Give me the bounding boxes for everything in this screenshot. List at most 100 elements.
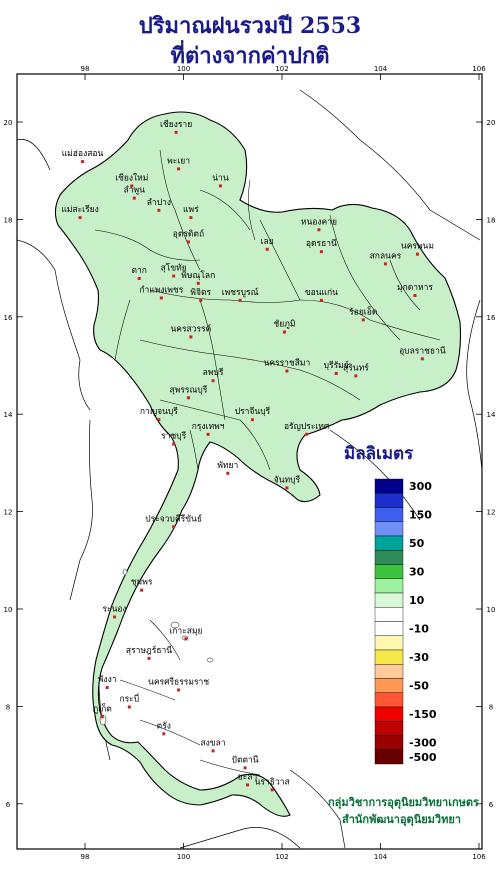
station-marker	[147, 656, 151, 660]
legend-swatch	[374, 721, 404, 736]
place-label: กำแพงเพชร	[139, 285, 183, 295]
place-label: นราธิวาส	[255, 777, 291, 787]
legend-label: -10	[409, 623, 429, 636]
legend-swatch	[374, 749, 404, 765]
station-marker	[420, 357, 424, 361]
place-label: สุราษฎร์ธานี	[126, 645, 172, 656]
legend-swatch	[374, 706, 404, 722]
station-marker	[189, 216, 193, 220]
place-label: พัทยา	[217, 461, 238, 471]
credit-line-2: สำนักพัฒนาอุตุนิยมวิทยา	[342, 813, 461, 826]
legend-label: 10	[409, 594, 425, 607]
station-marker	[81, 160, 85, 164]
station-marker	[157, 418, 161, 422]
lon-label-top: 102	[275, 65, 288, 73]
place-label: อุตรดิตถ์	[173, 228, 204, 239]
station-marker	[361, 318, 365, 322]
lon-label-top: 98	[81, 65, 90, 73]
legend-swatch	[374, 493, 404, 508]
place-label: เชียงราย	[160, 119, 192, 130]
place-label: มุกดาหาร	[397, 283, 433, 293]
station-marker	[226, 471, 230, 475]
station-marker	[177, 167, 181, 171]
station-marker	[265, 247, 269, 251]
station-marker	[285, 369, 289, 373]
lat-label-right: 18	[487, 216, 496, 224]
lat-label-right: 8	[489, 703, 493, 711]
station-marker	[172, 274, 176, 278]
station-marker	[174, 130, 178, 134]
station-marker	[413, 294, 417, 298]
legend-swatch	[374, 664, 404, 679]
station-marker	[132, 196, 136, 200]
place-label: บุรีรัมย์	[324, 360, 349, 371]
place-label: ร้อยเอ็ด	[349, 305, 377, 317]
lon-label-bottom: 102	[275, 853, 288, 861]
lat-label-left: 14	[4, 411, 13, 419]
place-label: แม่ฮ่องสอน	[62, 149, 104, 159]
place-label: ราชบุรี	[161, 431, 187, 442]
lat-label-right: 14	[487, 411, 496, 419]
legend-swatch	[374, 564, 404, 579]
lon-label-bottom: 106	[472, 853, 486, 861]
station-marker	[415, 252, 419, 256]
place-label: พะเยา	[167, 156, 190, 166]
legend-swatch	[374, 621, 404, 636]
legend-label: -300	[409, 737, 437, 750]
legend-swatch	[374, 478, 404, 494]
legend-swatch	[374, 578, 404, 594]
legend-label: 300	[409, 480, 432, 493]
legend-label: -30	[409, 651, 429, 664]
legend-swatch	[374, 692, 404, 708]
legend-swatch	[374, 735, 404, 750]
station-marker	[383, 262, 387, 266]
legend-swatch	[374, 521, 404, 537]
station-marker	[162, 732, 166, 736]
station-marker	[250, 418, 254, 422]
station-marker	[172, 525, 176, 529]
legend-label: -50	[409, 680, 429, 693]
map-title: ปริมาณฝนรวมปี 2553	[138, 13, 362, 39]
place-label: ขอนแก่น	[305, 288, 338, 298]
lon-label-top: 106	[472, 65, 486, 73]
lon-label-top: 100	[177, 65, 190, 73]
station-marker	[246, 783, 250, 787]
station-marker	[159, 296, 163, 300]
station-marker	[319, 298, 323, 302]
place-label: น่าน	[212, 173, 229, 183]
place-label: สุโขทัย	[161, 263, 187, 274]
legend-swatch	[374, 507, 404, 522]
place-label: ตาก	[131, 266, 146, 276]
lat-label-right: 20	[487, 119, 496, 127]
station-marker	[113, 615, 117, 619]
station-marker	[317, 228, 321, 232]
lon-label-bottom: 104	[374, 853, 388, 861]
place-label: ปัตตานี	[232, 754, 259, 765]
place-label: ยะลา	[238, 772, 258, 782]
credit-line-1: กลุ่มวิชาการอุตุนิยมวิทยาเกษตร	[328, 796, 479, 809]
legend-label: 30	[409, 566, 425, 579]
lat-label-right: 10	[487, 606, 496, 614]
place-label: ลพบุรี	[203, 367, 224, 378]
lat-label-right: 12	[487, 509, 496, 517]
place-label: ชุมพร	[131, 578, 153, 588]
place-label: เชียงใหม่	[115, 172, 148, 183]
place-label: อรัญประเทศ	[284, 422, 330, 432]
station-marker	[270, 788, 274, 792]
place-label: หนองคาย	[301, 217, 337, 227]
station-marker	[186, 240, 190, 244]
station-marker	[218, 184, 222, 188]
legend-swatch	[374, 607, 404, 622]
lat-label-left: 6	[6, 801, 11, 809]
station-marker	[319, 250, 323, 254]
place-label: ตรัง	[157, 721, 171, 731]
place-label: ปราจีนบุรี	[235, 406, 271, 417]
place-label: กรุงเทพฯ	[192, 422, 225, 432]
legend-swatch	[374, 592, 404, 608]
legend-swatch	[374, 535, 404, 551]
place-label: นครศรีธรรมราช	[148, 676, 209, 687]
legend-title: มิลลิเมตร	[344, 444, 414, 464]
station-marker	[177, 688, 181, 692]
place-label: อุดรธานี	[306, 238, 337, 249]
